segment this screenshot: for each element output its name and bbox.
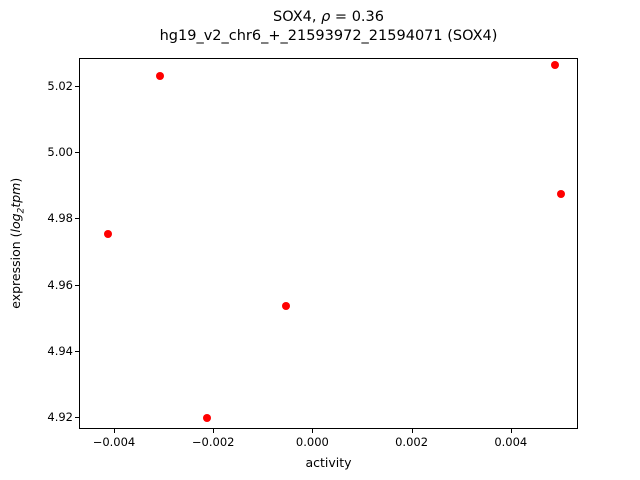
scatter-point <box>104 229 113 238</box>
title-equals: = <box>330 9 352 25</box>
ylabel-prefix: expression ( <box>7 232 23 309</box>
y-tick-mark <box>75 218 79 220</box>
y-tick-label: 4.92 <box>47 410 73 425</box>
x-tick-mark <box>510 429 512 433</box>
x-tick-label: −0.004 <box>92 435 136 449</box>
ylabel-math-log: log <box>7 213 23 233</box>
rho-value: 0.36 <box>351 9 384 25</box>
plot-area <box>79 58 578 429</box>
y-tick-label: 4.98 <box>47 211 73 226</box>
ylabel-suffix: ) <box>7 178 23 183</box>
x-tick-mark <box>411 429 413 433</box>
title-gene-name: SOX4 <box>273 9 312 25</box>
y-tick-label: 4.96 <box>47 277 73 292</box>
title-separator: , <box>311 9 322 25</box>
y-tick-mark <box>75 284 79 286</box>
y-tick-mark <box>75 85 79 87</box>
x-tick-label: 0.002 <box>395 435 429 449</box>
scatter-point <box>156 71 165 80</box>
x-tick-label: 0.004 <box>494 435 528 449</box>
scatter-point <box>282 301 291 310</box>
x-tick-label: 0.000 <box>295 435 329 449</box>
title-line-1: SOX4, ρ = 0.36 <box>79 8 578 27</box>
y-tick-label: 5.02 <box>47 78 73 93</box>
chart-title: SOX4, ρ = 0.36 hg19_v2_chr6_+_21593972_2… <box>79 8 578 46</box>
x-tick-mark <box>213 429 215 433</box>
x-tick-mark <box>312 429 314 433</box>
scatter-points-layer <box>80 59 577 428</box>
y-tick-label: 5.00 <box>47 144 73 159</box>
y-tick-label: 4.94 <box>47 344 73 359</box>
scatter-point <box>551 60 560 69</box>
rho-symbol: ρ <box>321 9 331 25</box>
y-axis-label: expression (log2tpm) <box>8 58 27 429</box>
y-tick-mark <box>75 417 79 419</box>
ylabel-math-tpm: tpm <box>7 182 23 208</box>
y-axis-label-text: expression (log2tpm) <box>8 178 27 309</box>
ylabel-math-subscript: 2 <box>16 207 27 214</box>
x-tick-mark <box>113 429 116 433</box>
scatter-point <box>203 413 212 422</box>
x-axis-label: activity <box>305 455 352 470</box>
x-tick-label: −0.002 <box>191 435 235 449</box>
y-tick-mark <box>75 151 79 153</box>
y-tick-mark <box>75 351 79 353</box>
title-line-2: hg19_v2_chr6_+_21593972_21594071 (SOX4) <box>159 28 498 44</box>
scatter-point <box>556 189 565 198</box>
